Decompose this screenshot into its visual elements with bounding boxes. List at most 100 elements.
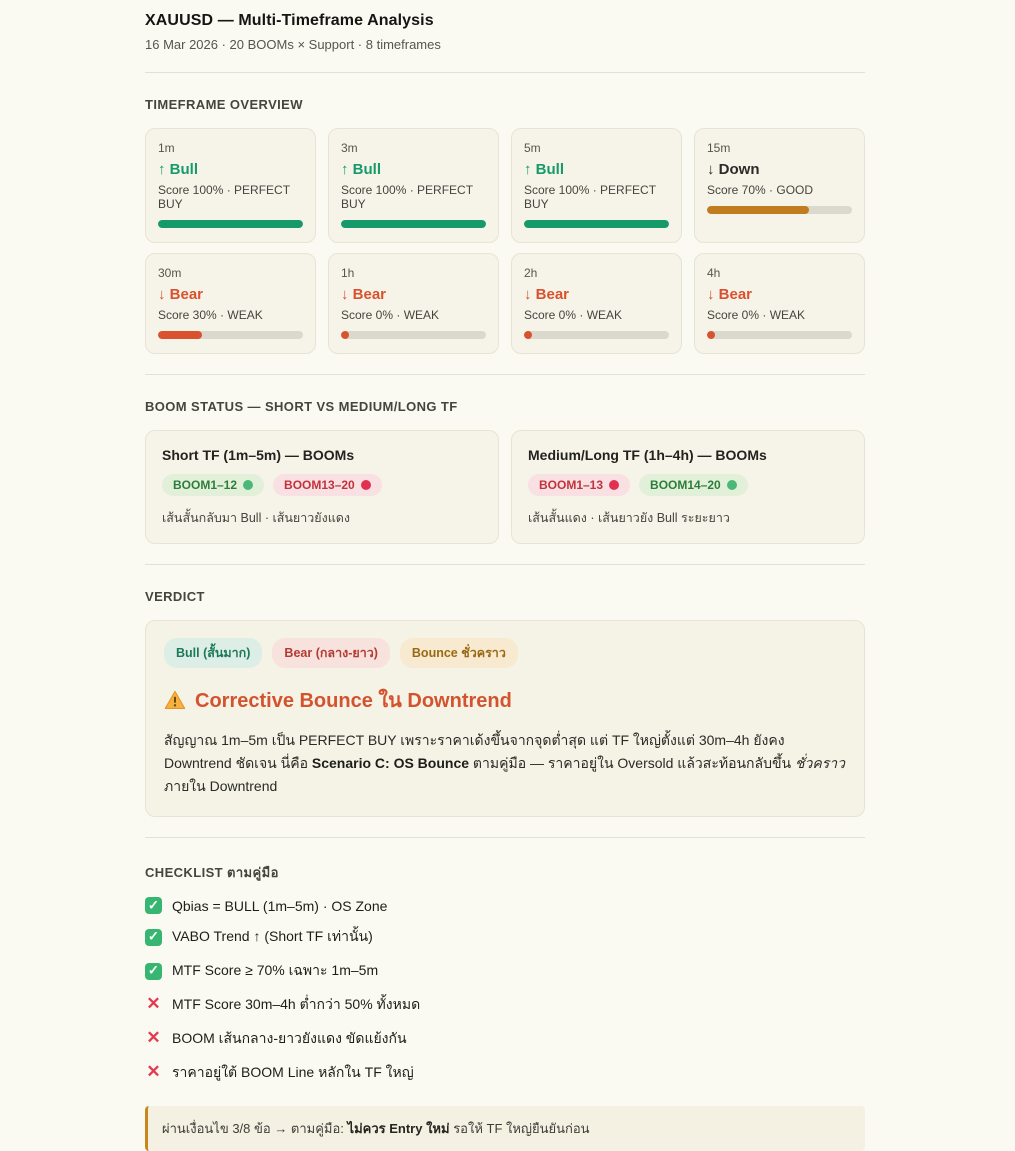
boom-range-label: BOOM13–20	[284, 478, 355, 492]
timeframe-label: 3m	[341, 141, 358, 155]
checklist-item: ราคาอยู่ใต้ BOOM Line หลักใน TF ใหญ่	[145, 1062, 865, 1084]
score-progress-fill	[158, 331, 202, 339]
timeframe-card: 15m ↓ Down Score 70% · GOOD	[694, 128, 865, 243]
verdict-badge: Bear (กลาง-ยาว)	[272, 638, 390, 668]
score-progress-fill	[341, 220, 486, 228]
verdict-body-italic: ชั่วคราว	[795, 755, 846, 772]
checklist-item-text: MTF Score ≥ 70% เฉพาะ 1m–5m	[172, 962, 379, 979]
timeframe-card: 30m ↓ Bear Score 30% · WEAK	[145, 253, 316, 354]
timeframe-card: 1m ↑ Bull Score 100% · PERFECT BUY	[145, 128, 316, 243]
timeframe-card: 5m ↑ Bull Score 100% · PERFECT BUY	[511, 128, 682, 243]
score-progress-fill	[707, 331, 715, 339]
check-status-icon	[145, 997, 162, 1014]
score-progress-track	[341, 331, 486, 339]
verdict-badge: Bull (สั้นมาก)	[164, 638, 263, 668]
timeframe-label: 4h	[707, 266, 721, 280]
score-text: Score 30% · WEAK	[158, 308, 263, 322]
checklist-item: VABO Trend ↑ (Short TF เท่านั้น)	[145, 926, 865, 948]
timeframe-grid: 1m ↑ Bull Score 100% · PERFECT BUY 3m ↑ …	[145, 128, 865, 354]
conclusion-note-text: ผ่านเงื่อนไข 3/8 ข้อ → ตามคู่มือ:	[162, 1121, 348, 1137]
score-progress-fill	[158, 220, 303, 228]
boom-range-label: BOOM1–13	[539, 478, 604, 492]
checklist-item-text: MTF Score 30m–4h ต่ำกว่า 50% ทั้งหมด	[172, 996, 421, 1013]
trend-direction: ↓ Bear	[524, 286, 570, 303]
score-progress-fill	[524, 331, 532, 339]
verdict-body: สัญญาณ 1m–5m เป็น PERFECT BUY เพราะราคาเ…	[164, 729, 846, 798]
trend-direction: ↓ Bear	[341, 286, 387, 303]
report-header: XAUUSD — Multi-Timeframe Analysis 16 Mar…	[145, 12, 865, 52]
page-subtitle: 16 Mar 2026 · 20 BOOMs × Support · 8 tim…	[145, 37, 441, 52]
divider	[145, 564, 865, 565]
checklist-item-text: VABO Trend ↑ (Short TF เท่านั้น)	[172, 928, 373, 945]
boom-grid: Short TF (1m–5m) — BOOMs BOOM1–12 BOOM13…	[145, 430, 865, 544]
boom-range-label: BOOM14–20	[650, 478, 721, 492]
boom-card-title: Short TF (1m–5m) — BOOMs	[162, 447, 355, 463]
check-status-icon	[145, 1065, 162, 1082]
trend-direction: ↓ Down	[707, 161, 760, 178]
timeframe-label: 1h	[341, 266, 355, 280]
checklist-item-text: BOOM เส้นกลาง-ยาวยังแดง ขัดแย้งกัน	[172, 1030, 407, 1047]
page-title: XAUUSD — Multi-Timeframe Analysis	[145, 12, 434, 29]
checklist-item: MTF Score 30m–4h ต่ำกว่า 50% ทั้งหมด	[145, 994, 865, 1016]
score-progress-fill	[341, 331, 349, 339]
timeframe-card: 1h ↓ Bear Score 0% · WEAK	[328, 253, 499, 354]
timeframe-label: 15m	[707, 141, 731, 155]
boom-range-label: BOOM1–12	[173, 478, 238, 492]
boom-card-title: Medium/Long TF (1h–4h) — BOOMs	[528, 447, 767, 463]
check-status-icon	[145, 962, 162, 980]
checklist-item: Qbias = BULL (1m–5m) · OS Zone	[145, 897, 865, 915]
boom-range-badge: BOOM1–12	[162, 474, 265, 496]
score-text: Score 0% · WEAK	[707, 308, 806, 322]
check-status-icon	[145, 928, 162, 946]
score-text: Score 100% · PERFECT BUY	[341, 183, 473, 211]
score-progress-track	[524, 220, 669, 228]
score-progress-track	[524, 331, 669, 339]
verdict-body-text: ตามคู่มือ — ราคาอยู่ใน Oversold แล้วสะท้…	[469, 755, 796, 772]
boom-card: Short TF (1m–5m) — BOOMs BOOM1–12 BOOM13…	[145, 430, 499, 544]
timeframe-label: 30m	[158, 266, 182, 280]
verdict-scenario-bold: Scenario C: OS Bounce	[311, 755, 470, 772]
divider	[145, 374, 865, 375]
timeframe-card: 2h ↓ Bear Score 0% · WEAK	[511, 253, 682, 354]
checklist-item: MTF Score ≥ 70% เฉพาะ 1m–5m	[145, 960, 865, 982]
verdict-body-text: ภายใน Downtrend	[164, 778, 278, 795]
boom-card: Medium/Long TF (1h–4h) — BOOMs BOOM1–13 …	[511, 430, 865, 544]
section-title-timeframe-overview: TIMEFRAME OVERVIEW	[145, 97, 303, 112]
score-progress-fill	[524, 220, 669, 228]
score-progress-track	[707, 206, 852, 214]
trend-direction: ↓ Bear	[707, 286, 753, 303]
verdict-headline: Corrective Bounce ใน Downtrend	[164, 684, 846, 716]
conclusion-note-text: รอให้ TF ใหญ่ยืนยันก่อน	[449, 1121, 590, 1137]
section-title-boom-status: BOOM STATUS — SHORT VS MEDIUM/LONG TF	[145, 399, 458, 414]
checklist-item-text: Qbias = BULL (1m–5m) · OS Zone	[172, 897, 388, 914]
score-progress-track	[158, 220, 303, 228]
checklist-item: BOOM เส้นกลาง-ยาวยังแดง ขัดแย้งกัน	[145, 1028, 865, 1050]
boom-badges: BOOM1–13 BOOM14–20	[528, 474, 848, 496]
trend-direction: ↑ Bull	[158, 161, 198, 178]
status-dot-icon	[360, 480, 371, 490]
check-status-icon	[145, 1031, 162, 1048]
verdict-badges: Bull (สั้นมาก) Bear (กลาง-ยาว) Bounce ชั…	[164, 638, 846, 668]
divider	[145, 72, 865, 73]
verdict-badge: Bounce ชั่วคราว	[399, 638, 518, 668]
timeframe-label: 2h	[524, 266, 538, 280]
checklist-item-text: ราคาอยู่ใต้ BOOM Line หลักใน TF ใหญ่	[172, 1064, 414, 1081]
verdict-headline-text: Corrective Bounce ใน Downtrend	[195, 690, 512, 712]
score-progress-track	[341, 220, 486, 228]
timeframe-label: 1m	[158, 141, 175, 155]
status-dot-icon	[726, 480, 737, 490]
report-page: XAUUSD — Multi-Timeframe Analysis 16 Mar…	[145, 0, 865, 1151]
score-text: Score 0% · WEAK	[341, 308, 440, 322]
score-progress-track	[707, 331, 852, 339]
boom-range-badge: BOOM1–13	[528, 474, 631, 496]
score-progress-fill	[707, 206, 809, 214]
timeframe-label: 5m	[524, 141, 541, 155]
score-progress-track	[158, 331, 303, 339]
score-text: Score 100% · PERFECT BUY	[524, 183, 656, 211]
divider	[145, 837, 865, 839]
status-dot-icon	[609, 480, 620, 490]
timeframe-card: 3m ↑ Bull Score 100% · PERFECT BUY	[328, 128, 499, 243]
section-title-verdict: VERDICT	[145, 589, 205, 604]
boom-note: เส้นสั้นแดง · เส้นยาวยัง Bull ระยะยาว	[528, 511, 730, 525]
trend-direction: ↑ Bull	[524, 161, 564, 178]
